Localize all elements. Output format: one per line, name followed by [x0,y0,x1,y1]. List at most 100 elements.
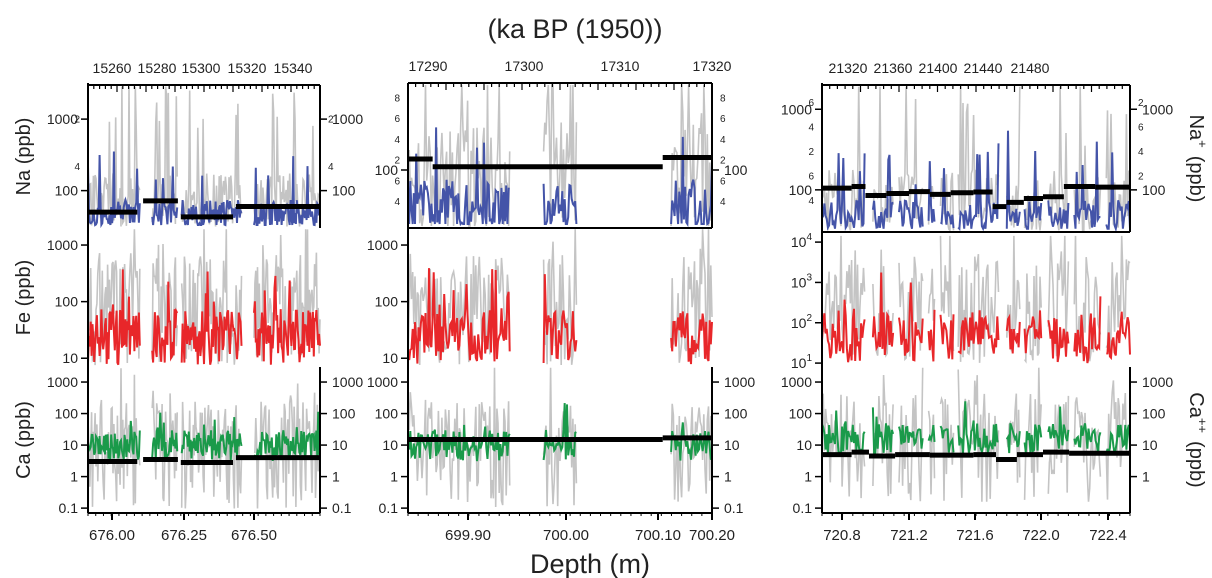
na-minor-tick-label: 4 [808,196,814,207]
age-axis-title: (ka BP (1950)) [487,14,662,44]
fe-left-tick-label: 103 [791,272,813,290]
ca-axis-label: Ca (ppb) [13,401,35,479]
ca-left-tick-label: 0.1 [793,500,813,516]
ca-ion-charge: ++ [1195,418,1210,433]
fe-left-tick-label: 10 [62,350,78,366]
panel-right: 21320 21360 21400 21440 21480 720.8 721.2 721.6… [781,60,1210,544]
ca-ion-unit: (ppb) [1185,441,1207,488]
na-minor-tick-label: 2 [74,114,80,125]
ca-ion-symbol: Ca [1185,392,1207,418]
depth-tick-label: 722.0 [1022,527,1060,544]
fe-left-tick-exponent: 3 [806,272,812,283]
fe-left-tick-label: 10 [382,350,398,366]
depth-axis-title: Depth (m) [530,549,650,578]
ca-left-tick-label: 0.1 [59,500,79,516]
na-ion-unit: (ppb) [1185,156,1207,203]
ca-left-tick-label: 100 [375,406,399,422]
ca-series-line [821,401,1131,458]
age-tick-label: 17310 [601,58,640,74]
panels: 15260 15280 15300 15320 15340 676.00 676.25 676… [13,58,1210,544]
na-minor-tick-label: 2 [328,114,334,125]
na-minor-tick-label: 4 [720,135,726,146]
fe-left-tick-exponent: 4 [806,232,812,243]
ca-right-tick-label: 0.1 [724,500,744,516]
ca-ion-axis-label: Ca++ (ppb) [1185,392,1210,487]
ca-right-tick-label: 1 [724,469,732,485]
na-right-tick-label: 1000 [332,111,363,127]
na-minor-tick-label: 2 [394,156,400,167]
axes-middle [407,82,713,520]
ca-left-tick-label: 10 [796,437,812,453]
ca-left-tick-label: 10 [382,437,398,453]
ca-left-tick-label: 1 [804,469,812,485]
fe-left-tick-exponent: 2 [806,313,812,324]
depth-tick-label: 721.2 [890,527,928,544]
na-raw-trace [87,86,321,227]
na-series-line [407,127,713,228]
depth-tick-label: 720.8 [823,527,861,544]
na-left-tick-label: 100 [55,183,79,199]
na-minor-tick-label: 4 [394,135,400,146]
age-tick-label: 15280 [138,60,177,76]
na-minor-tick-label: 2 [808,147,814,158]
ca-right-tick-label: 1 [332,469,340,485]
na-minor-tick-label: 6 [808,98,814,109]
na-minor-tick-label: 6 [720,176,726,187]
age-tick-label: 15260 [93,60,132,76]
fe-left-tick-label: 100 [55,294,79,310]
ca-right-tick-label: 1 [1142,469,1150,485]
ca-right-tick-label: 1000 [332,374,363,390]
fe-left-tick-label: 100 [375,294,399,310]
ca-left-tick-label: 1000 [47,374,78,390]
na-left-tick-label: 1000 [781,101,812,117]
na-right-tick-label: 100 [1142,182,1166,198]
ca-left-tick-label: 1000 [781,374,812,390]
ca-right-tick-label: 0.1 [332,500,352,516]
na-minor-tick-label: 4 [720,197,726,208]
ca-right-tick-label: 10 [332,437,348,453]
depth-tick-label: 700.00 [543,527,589,544]
na-left-tick-label: 1000 [47,111,78,127]
na-minor-tick-label: 2 [720,156,726,167]
na-left-tick-label: 100 [789,182,813,198]
depth-tick-label: 700.20 [689,527,735,544]
depth-tick-label: 676.50 [231,527,277,544]
axes-left [87,83,321,520]
ca-right-tick-label: 1000 [1142,374,1173,390]
depth-tick-label: 676.00 [89,527,135,544]
age-tick-label: 15300 [182,60,221,76]
fe-left-tick-exponent: 1 [806,353,812,364]
na-minor-tick-label: 8 [720,94,726,105]
fe-series-line [821,272,1131,364]
age-tick-label: 15340 [274,60,313,76]
na-right-tick-label: 100 [332,183,356,199]
age-tick-label: 21360 [874,60,913,76]
depth-tick-label: 700.10 [635,527,681,544]
fe-left-tick-label: 1000 [47,237,78,253]
ca-right-tick-label: 100 [724,406,748,422]
ca-left-tick-label: 10 [62,437,78,453]
ca-left-tick-label: 1000 [367,374,398,390]
fe-series-line [87,269,321,366]
ca-right-tick-label: 1000 [724,374,755,390]
na-series-line [821,130,1131,233]
na-right-tick-label: 100 [724,162,748,178]
fe-axis-label: Fe (ppb) [13,260,35,336]
fe-series-line [407,268,713,365]
na-ion-charge: + [1195,140,1210,148]
na-minor-tick-label: 2 [1138,172,1144,183]
ca-raw-trace [407,367,713,508]
fe-left-tick-label: 101 [791,353,813,371]
na-minor-tick-label: 2 [1138,98,1144,109]
fe-left-tick-label: 102 [791,313,813,331]
na-minor-tick-label: 6 [808,172,814,183]
na-minor-tick-label: 6 [394,176,400,187]
na-minor-tick-label: 4 [394,197,400,208]
na-left-tick-label: 100 [375,162,399,178]
ca-left-tick-label: 1 [390,469,398,485]
na-minor-tick-label: 6 [1138,123,1144,134]
ca-right-tick-label: 100 [1142,406,1166,422]
panel-left: 15260 15280 15300 15320 15340 676.00 676.25 676… [13,60,363,544]
age-tick-label: 21320 [829,60,868,76]
